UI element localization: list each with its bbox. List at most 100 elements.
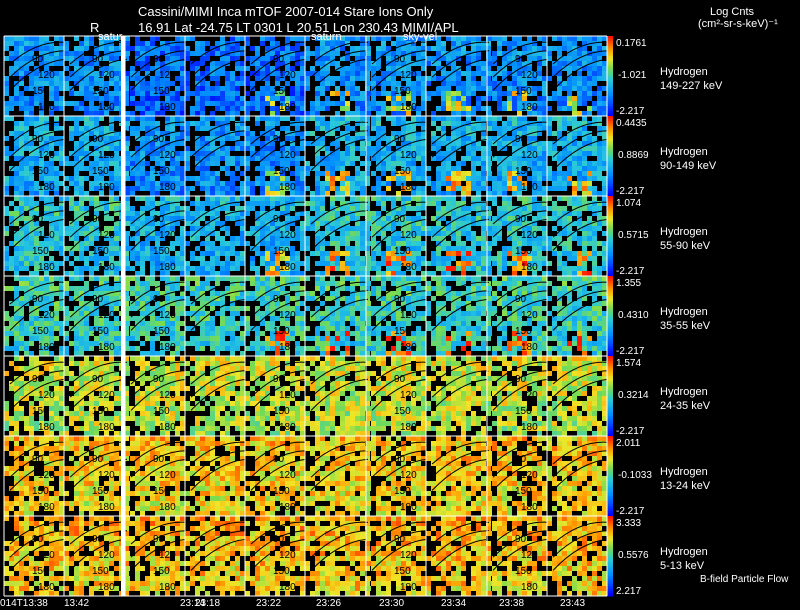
panel-r6-c0 [4,516,66,596]
contour-label-180-r5-c1: 180 [98,502,115,513]
time-tick-7: 23:34 [441,597,466,610]
panel-r5-c7 [426,436,491,516]
panel-r5-c0 [4,436,66,516]
contour-label-120-r1-c8: 120 [521,150,538,161]
contour-label-120-r3-c1: 120 [98,310,115,321]
species-label-3: Hydrogen [660,306,708,319]
energy-label-3: 35-55 keV [660,320,710,333]
contour-label-120-r5-c4: 120 [279,470,296,481]
panel-r0-c2 [125,36,187,116]
panel-r0-c3 [185,36,247,116]
panel-r1-c1 [64,116,129,196]
contour-label-90-r6-c0: 90 [32,534,44,545]
contour-label-120-r1-c4: 120 [279,150,296,161]
panel-r0-c4 [245,36,307,116]
panel-r4-c7 [426,356,491,436]
panel-r4-c5 [305,356,370,436]
contour-label-150-r2-c1: 150 [92,246,109,257]
panel-r5-c5 [305,436,370,516]
colorbar-min-6: 2.217 [616,585,641,598]
panel-r2-c6 [366,196,428,276]
contour-label-180-r0-c0: 180 [38,102,55,113]
contour-label-120-r1-c2: 120 [159,150,176,161]
contour-label-120-r4-c2: 120 [159,390,176,401]
contour-label-180-r5-c8: 180 [521,502,538,513]
contour-label-150-r1-c8: 150 [515,166,532,177]
panel-r2-c3 [185,196,247,276]
contour-label-180-r3-c1: 180 [98,342,115,353]
contour-label-180-r6-c8: 180 [521,582,538,593]
energy-label-1: 90-149 keV [660,160,716,173]
panel-r0-c1 [64,36,129,116]
time-tick-8: 23:38 [499,597,524,610]
contour-label-150-r4-c1: 150 [92,406,109,417]
contour-label-120-r0-c1: 120 [98,70,115,81]
row-0-panels [4,36,609,116]
contour-label-150-r5-c1: 150 [92,486,109,497]
panel-r4-c0 [4,356,66,436]
contour-label-180-r2-c6: 180 [400,262,417,273]
panel-r3-c5 [305,276,370,356]
panel-r4-c3 [185,356,247,436]
contour-label-120-r5-c8: 120 [521,470,538,481]
contour-label-150-r6-c6: 150 [394,566,411,577]
panel-r5-c9 [547,436,609,516]
contour-label-150-r1-c1: 150 [92,166,109,177]
contour-label-120-r3-c4: 120 [279,310,296,321]
contour-label-90-r5-c1: 90 [92,454,104,465]
colorbar-mid-0: -1.021 [618,69,646,82]
contour-label-90-r0-c1: 90 [92,54,104,65]
contour-label-120-r5-c6: 120 [400,470,417,481]
contour-label-150-r4-c0: 150 [32,406,49,417]
contour-label-120-r3-c0: 120 [38,310,55,321]
contour-label-120-r4-c6: 120 [400,390,417,401]
contour-label-90-r6-c8: 90 [515,534,527,545]
contour-label-150-r1-c4: 150 [273,166,290,177]
contour-label-180-r5-c2: 180 [159,502,176,513]
contour-label-180-r4-c4: 180 [279,422,296,433]
contour-label-90-r1-c2: 90 [153,134,165,145]
contour-label-150-r3-c8: 150 [515,326,532,337]
panel-r2-c1 [64,196,129,276]
contour-label-180-r3-c8: 180 [521,342,538,353]
contour-label-150-r2-c0: 150 [32,246,49,257]
contour-label-180-r1-c0: 180 [38,182,55,193]
row-4-panels [4,356,609,436]
panel-r1-c8 [487,116,549,196]
contour-label-90-r3-c8: 90 [515,294,527,305]
contour-label-90-r2-c1: 90 [92,214,104,225]
panel-r0-c0 [4,36,66,116]
contour-label-120-r0-c8: 120 [521,70,538,81]
contour-label-180-r0-c1: 180 [98,102,115,113]
contour-label-120-r0-c2: 120 [159,70,176,81]
contour-label-150-r2-c2: 150 [153,246,170,257]
contour-label-150-r6-c8: 150 [515,566,532,577]
contour-label-120-r4-c1: 120 [98,390,115,401]
contour-label-180-r6-c2: 180 [159,582,176,593]
contour-label-180-r6-c0: 180 [38,582,55,593]
time-tick-5: 23:26 [316,597,341,610]
contour-label-90-r3-c4: 90 [273,294,285,305]
contour-label-120-r6-c1: 120 [98,550,115,561]
colorbar-max-6: 3.333 [616,517,641,530]
contour-label-180-r0-c8: 180 [521,102,538,113]
contour-label-180-r1-c1: 180 [98,182,115,193]
species-label-2: Hydrogen [660,226,708,239]
panel-r2-c9 [547,196,609,276]
contour-label-180-r3-c4: 180 [279,342,296,353]
contour-label-120-r6-c0: 120 [38,550,55,561]
contour-label-90-r3-c2: 90 [153,294,165,305]
panel-r2-c8 [487,196,549,276]
panel-r5-c8 [487,436,549,516]
contour-label-120-r0-c4: 120 [279,70,296,81]
panel-r3-c1 [64,276,129,356]
contour-label-90-r6-c2: 90 [153,534,165,545]
time-tick-6: 23:30 [379,597,404,610]
overlay-label-sky-vel: sky-vel [403,31,437,44]
panel-r6-c7 [426,516,491,596]
contour-label-180-r3-c6: 180 [400,342,417,353]
contour-label-120-r5-c1: 120 [98,470,115,481]
contour-label-150-r3-c6: 150 [394,326,411,337]
panel-r3-c8 [487,276,549,356]
contour-label-90-r5-c0: 90 [32,454,44,465]
